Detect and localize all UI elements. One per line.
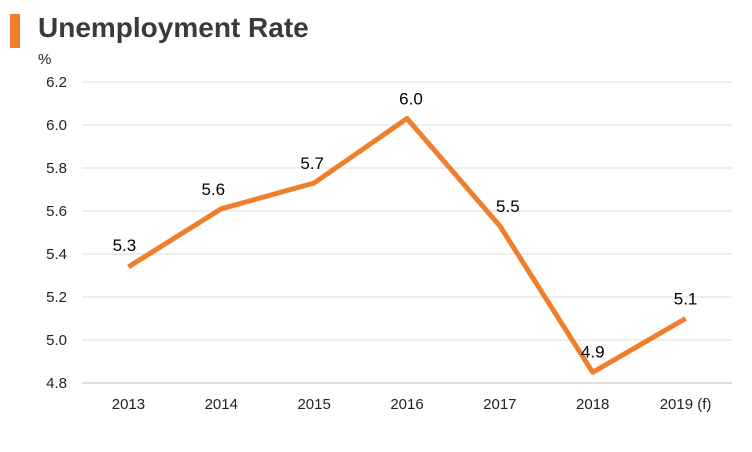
y-tick-label: 5.4 — [46, 246, 67, 263]
data-labels: 5.3 5.6 5.7 6.0 5.5 4.9 5.1 — [113, 90, 698, 362]
chart-title: Unemployment Rate — [38, 12, 309, 43]
y-axis-ticks: 4.8 5.0 5.2 5.4 5.6 5.8 6.0 6.2 — [46, 74, 67, 392]
y-tick-label: 6.2 — [46, 74, 67, 91]
data-label: 4.9 — [581, 342, 605, 361]
data-label: 5.3 — [113, 236, 137, 255]
data-label: 5.1 — [674, 290, 698, 309]
title-accent-bar — [10, 14, 20, 48]
data-label: 5.7 — [300, 154, 324, 173]
series-line — [127, 116, 687, 375]
y-tick-label: 6.0 — [46, 117, 67, 134]
y-axis-unit: % — [38, 51, 51, 68]
x-axis-ticks: 2013 2014 2015 2016 2017 2018 2019 (f) — [112, 396, 712, 413]
x-tick-label: 2017 — [483, 396, 516, 413]
x-tick-label: 2019 (f) — [660, 396, 712, 413]
data-label: 6.0 — [399, 90, 423, 109]
x-tick-label: 2015 — [297, 396, 330, 413]
x-tick-label: 2014 — [205, 396, 238, 413]
x-tick-label: 2018 — [576, 396, 609, 413]
data-label: 5.5 — [496, 197, 520, 216]
y-tick-label: 4.8 — [46, 375, 67, 392]
x-tick-label: 2013 — [112, 396, 145, 413]
y-tick-label: 5.2 — [46, 289, 67, 306]
data-label: 5.6 — [201, 180, 225, 199]
gridlines — [82, 81, 732, 384]
y-tick-label: 5.0 — [46, 332, 67, 349]
x-tick-label: 2016 — [390, 396, 423, 413]
y-tick-label: 5.8 — [46, 160, 67, 177]
y-tick-label: 5.6 — [46, 203, 67, 220]
